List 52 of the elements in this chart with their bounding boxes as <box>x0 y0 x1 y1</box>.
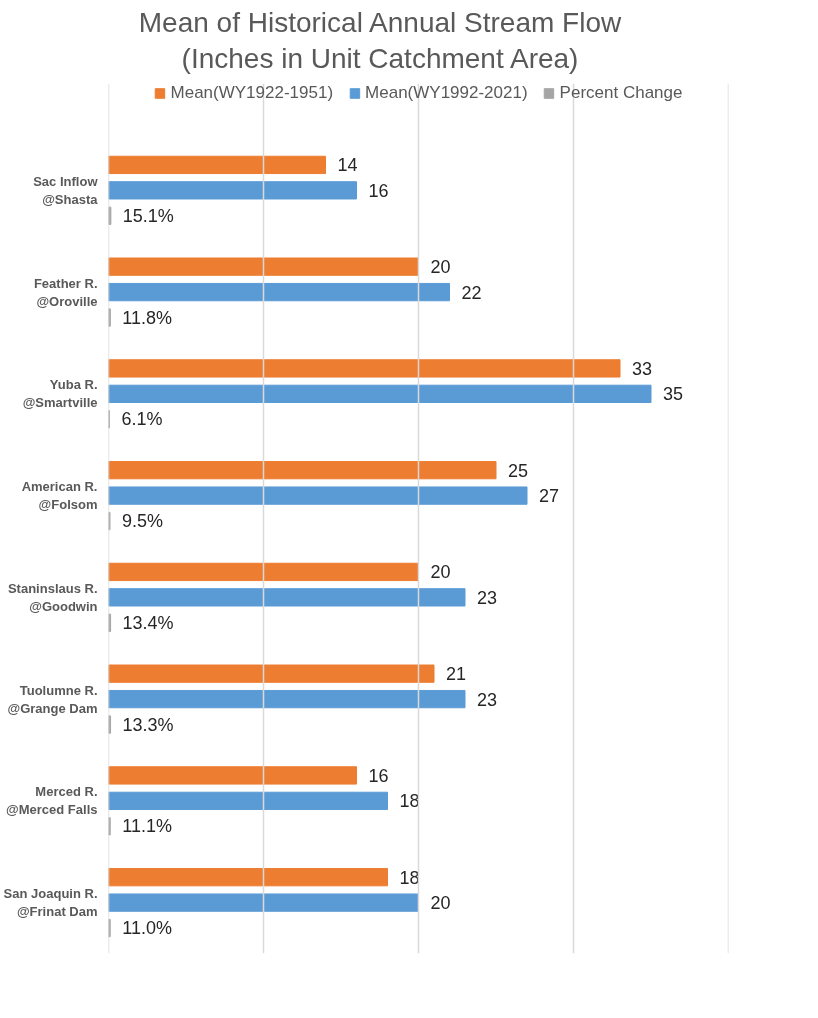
data-label: 14 <box>337 155 358 176</box>
data-label: 11.1% <box>122 816 172 837</box>
bar <box>108 587 466 607</box>
data-label: 13.3% <box>122 714 174 735</box>
data-label: 21 <box>446 663 467 684</box>
bar <box>108 562 419 581</box>
y-tick-label: Sac Inflow @Shasta <box>33 173 99 207</box>
data-label: 16 <box>368 180 389 201</box>
data-label: 16 <box>368 765 389 786</box>
bar <box>108 257 419 276</box>
bar <box>108 282 450 302</box>
data-label: 15.1% <box>122 205 174 226</box>
y-tick-label: Tuolumne R. @Grange Dam <box>7 682 98 716</box>
data-label: 11.0% <box>122 917 172 938</box>
data-label: 11.8% <box>122 307 173 328</box>
data-label: 18 <box>399 867 420 888</box>
y-tick-label: Yuba R. @Smartville <box>22 377 98 411</box>
bar <box>108 867 388 887</box>
bar <box>108 791 388 810</box>
bar <box>108 460 497 480</box>
data-label: 13.4% <box>122 612 174 633</box>
y-tick-label: American R. @Folsom <box>21 478 98 512</box>
y-tick-label: Feather R. @Oroville <box>33 275 98 309</box>
legend-label: Mean(WY1922-1951) <box>170 82 334 103</box>
data-label: 22 <box>461 282 482 303</box>
bar <box>108 893 419 912</box>
data-label: 33 <box>632 358 653 379</box>
data-label: 20 <box>430 256 451 277</box>
y-tick-label: San Joaquin R. @Frinat Dam <box>3 885 98 919</box>
bar <box>108 359 621 378</box>
data-label: 18 <box>399 791 420 812</box>
legend-label: Percent Change <box>559 82 683 103</box>
bar <box>108 180 357 200</box>
bar <box>108 766 357 785</box>
legend-label: Mean(WY1992-2021) <box>365 82 528 103</box>
data-label: 9.5% <box>121 510 163 531</box>
bar <box>108 486 528 505</box>
data-label: 6.1% <box>121 409 163 430</box>
bar <box>108 155 326 174</box>
bar <box>108 384 652 403</box>
y-tick-label: Merced R. @Merced Falls <box>6 784 98 818</box>
data-label: 35 <box>663 384 684 405</box>
bar <box>108 689 466 709</box>
data-label: 20 <box>430 562 451 583</box>
data-label: 23 <box>477 689 498 710</box>
data-label: 23 <box>477 587 498 608</box>
data-label: 25 <box>508 460 529 481</box>
chart-title: Mean of Historical Annual Stream Flow (Inches in Unit Catchment Area) <box>137 6 623 77</box>
data-label: 20 <box>430 892 451 913</box>
data-label: 27 <box>539 485 560 506</box>
bar <box>108 664 435 683</box>
y-tick-label: Staninslaus R. @Goodwin <box>7 580 98 614</box>
